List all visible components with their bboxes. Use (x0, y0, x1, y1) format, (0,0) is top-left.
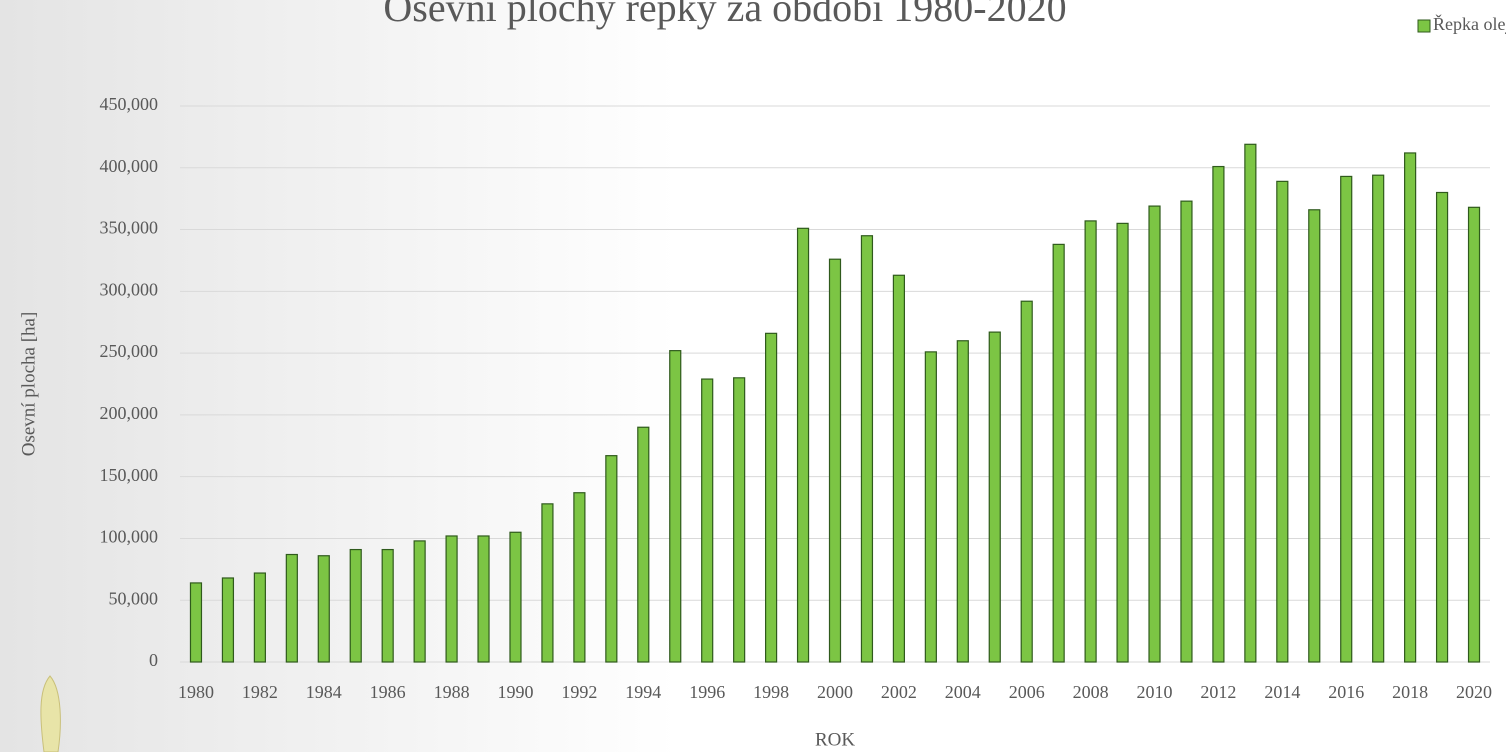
bar (222, 578, 233, 662)
bar (734, 378, 745, 662)
y-tick-label: 300,000 (100, 279, 159, 299)
y-tick-label: 50,000 (109, 588, 159, 608)
bar (702, 379, 713, 662)
x-tick-label: 1992 (561, 682, 597, 702)
bar (606, 456, 617, 662)
legend-label: Řepka olejka (1433, 13, 1506, 34)
y-tick-label: 150,000 (100, 465, 159, 485)
x-tick-label: 2002 (881, 682, 917, 702)
bar (414, 541, 425, 662)
x-tick-label: 2020 (1456, 682, 1492, 702)
x-tick-label: 2018 (1392, 682, 1428, 702)
x-tick-label: 2006 (1009, 682, 1045, 702)
x-tick-label: 2004 (945, 682, 981, 702)
bar (1181, 201, 1192, 662)
bar (1085, 221, 1096, 662)
y-tick-label: 200,000 (100, 403, 159, 423)
bar (766, 333, 777, 662)
x-tick-label: 1984 (306, 682, 342, 702)
bar (1245, 144, 1256, 662)
x-tick-label: 2014 (1264, 682, 1300, 702)
x-tick-label: 1990 (497, 682, 533, 702)
chart: Osevní plochy řepky za období 1980-2020 … (0, 0, 1506, 752)
x-tick-label: 2000 (817, 682, 853, 702)
x-tick-label: 1980 (178, 682, 214, 702)
page: {"chart_data": {"type": "bar", "title": … (0, 0, 1506, 752)
bar (510, 532, 521, 662)
x-axis-label: ROK (815, 729, 855, 750)
bar (670, 351, 681, 662)
bar (1437, 192, 1448, 662)
x-tick-label: 2016 (1328, 682, 1364, 702)
legend-swatch (1418, 20, 1430, 32)
bar (382, 550, 393, 662)
bar (1053, 244, 1064, 662)
y-tick-label: 0 (149, 650, 158, 670)
bar (1213, 167, 1224, 662)
bar (1469, 207, 1480, 662)
bar (957, 341, 968, 662)
bar (1021, 301, 1032, 662)
x-tick-label: 2010 (1137, 682, 1173, 702)
bar (350, 550, 361, 662)
bar (478, 536, 489, 662)
bar (190, 583, 201, 662)
x-tick-label: 1988 (434, 682, 470, 702)
y-tick-label: 100,000 (100, 527, 159, 547)
y-tick-label: 350,000 (100, 218, 159, 238)
x-tick-label: 1986 (370, 682, 406, 702)
bar (893, 275, 904, 662)
x-tick-label: 2012 (1200, 682, 1236, 702)
bar (798, 228, 809, 662)
bar (254, 573, 265, 662)
bar (925, 352, 936, 662)
x-tick-label: 2008 (1073, 682, 1109, 702)
bar (542, 504, 553, 662)
bar (830, 259, 841, 662)
y-tick-label: 250,000 (100, 341, 159, 361)
bar (1277, 181, 1288, 662)
bar (1373, 175, 1384, 662)
y-axis-label: Osevní plocha [ha] (18, 312, 39, 457)
bar (1117, 223, 1128, 662)
bar (1405, 153, 1416, 662)
bar (1309, 210, 1320, 662)
bar (1341, 176, 1352, 662)
bar (638, 427, 649, 662)
x-tick-label: 1996 (689, 682, 725, 702)
chart-title: Osevní plochy řepky za období 1980-2020 (383, 0, 1066, 30)
y-tick-label: 400,000 (100, 156, 159, 176)
x-tick-label: 1994 (625, 682, 661, 702)
bar (286, 555, 297, 662)
bar (446, 536, 457, 662)
x-tick-label: 1982 (242, 682, 278, 702)
bar (318, 556, 329, 662)
bar (861, 236, 872, 662)
y-tick-label: 450,000 (100, 94, 159, 114)
bar (574, 493, 585, 662)
x-tick-label: 1998 (753, 682, 789, 702)
bar (989, 332, 1000, 662)
bar (1149, 206, 1160, 662)
